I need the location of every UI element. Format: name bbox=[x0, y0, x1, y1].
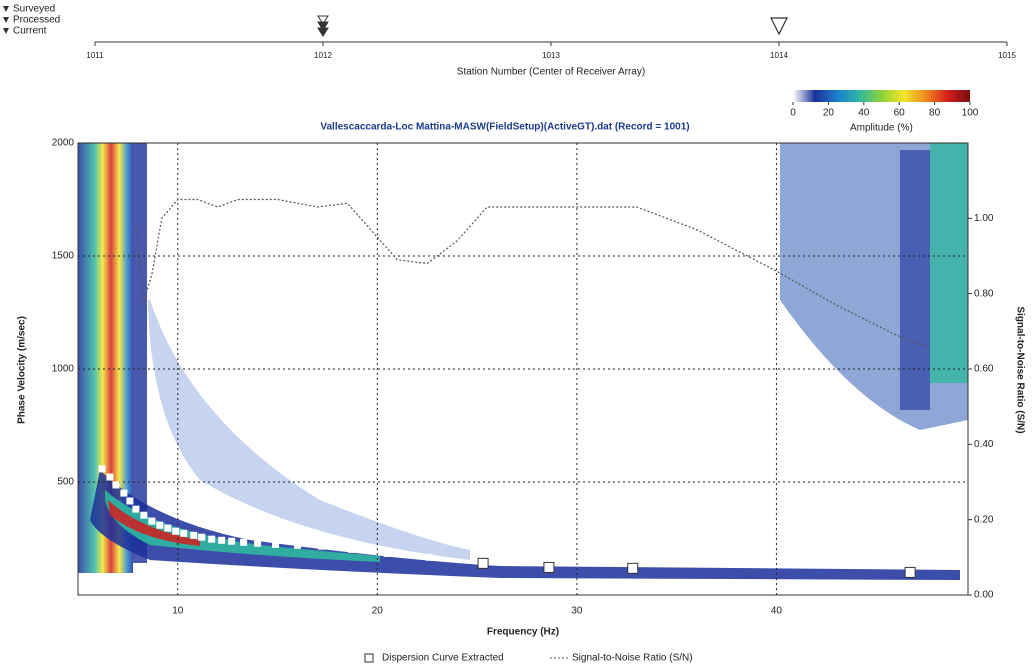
dispersion-point bbox=[254, 539, 262, 547]
dispersion-point bbox=[106, 473, 114, 481]
x-tick-label: 30 bbox=[571, 606, 583, 617]
legend-label: Dispersion Curve Extracted bbox=[382, 653, 504, 664]
dispersion-point bbox=[120, 489, 128, 497]
dispersion-image bbox=[78, 143, 968, 580]
y-tick-label: 1500 bbox=[52, 251, 75, 262]
y2-tick-label: 0.20 bbox=[974, 514, 994, 525]
dispersion-point bbox=[228, 537, 236, 545]
dispersion-point bbox=[347, 545, 355, 553]
x-axis-label: Station Number (Center of Receiver Array… bbox=[457, 67, 645, 78]
dispersion-point bbox=[543, 561, 555, 573]
y2-tick-label: 0.00 bbox=[974, 590, 994, 601]
station-marker bbox=[317, 27, 329, 37]
dispersion-point bbox=[190, 531, 198, 539]
colorbar-tick-label: 100 bbox=[962, 108, 979, 119]
colorbar-tick-label: 80 bbox=[929, 108, 941, 119]
x-tick-label: 10 bbox=[172, 606, 184, 617]
x-tick-label: 40 bbox=[771, 606, 783, 617]
dispersion-point bbox=[198, 533, 206, 541]
dispersion-point bbox=[425, 553, 433, 561]
y-tick-label: 2000 bbox=[52, 138, 75, 149]
dispersion-point bbox=[208, 535, 216, 543]
dispersion-point bbox=[294, 541, 302, 549]
legend-label: Signal-to-Noise Ratio (S/N) bbox=[572, 653, 693, 664]
dispersion-point bbox=[132, 505, 140, 513]
legend-marker bbox=[3, 28, 9, 34]
x-tick-label: 1012 bbox=[314, 51, 332, 60]
dispersion-point bbox=[627, 562, 639, 574]
legend-label: Current bbox=[13, 26, 47, 37]
x-tick-label: 1013 bbox=[542, 51, 560, 60]
x-axis-label: Frequency (Hz) bbox=[487, 627, 559, 638]
legend-marker bbox=[3, 6, 9, 12]
colorbar-tick-label: 60 bbox=[894, 108, 906, 119]
legend-label: Surveyed bbox=[13, 4, 55, 15]
y2-tick-label: 0.80 bbox=[974, 288, 994, 299]
dispersion-point bbox=[477, 557, 489, 569]
y2-axis-label: Signal-to-Noise Ratio (S/N) bbox=[1014, 306, 1025, 433]
legend-label: Processed bbox=[13, 15, 60, 26]
y2-tick-label: 1.00 bbox=[974, 213, 994, 224]
dispersion-point bbox=[240, 538, 248, 546]
dispersion-point bbox=[98, 465, 106, 473]
legend-marker bbox=[364, 653, 374, 663]
colorbar-tick-label: 0 bbox=[790, 108, 796, 119]
dispersion-point bbox=[164, 524, 172, 532]
colorbar-label: Amplitude (%) bbox=[850, 123, 913, 134]
dispersion-point bbox=[218, 536, 226, 544]
y-axis-label: Phase Velocity (m/sec) bbox=[17, 316, 28, 424]
dispersion-point bbox=[272, 540, 280, 548]
colorbar-tick-label: 40 bbox=[858, 108, 870, 119]
y-tick-label: 500 bbox=[57, 477, 74, 488]
dispersion-point bbox=[156, 521, 164, 529]
y-tick-label: 1000 bbox=[52, 364, 75, 375]
dispersion-point bbox=[112, 481, 120, 489]
station-marker bbox=[770, 17, 788, 36]
x-tick-label: 1015 bbox=[998, 51, 1016, 60]
chart-title: Vallescaccarda-Loc Mattina-MASW(FieldSet… bbox=[320, 122, 689, 133]
dispersion-point bbox=[180, 529, 188, 537]
station-marker bbox=[317, 21, 329, 31]
dispersion-point bbox=[904, 566, 916, 578]
y2-tick-label: 0.60 bbox=[974, 364, 994, 375]
snr-line bbox=[135, 198, 927, 347]
dispersion-point bbox=[317, 542, 325, 550]
x-tick-label: 20 bbox=[372, 606, 384, 617]
x-tick-label: 1014 bbox=[770, 51, 788, 60]
dispersion-point bbox=[126, 497, 134, 505]
station-marker bbox=[317, 15, 329, 25]
dispersion-point bbox=[172, 527, 180, 535]
legend-marker bbox=[3, 17, 9, 23]
colorbar bbox=[793, 90, 970, 102]
x-tick-label: 1011 bbox=[86, 51, 104, 60]
dispersion-point bbox=[140, 511, 148, 519]
y2-tick-label: 0.40 bbox=[974, 439, 994, 450]
dispersion-point bbox=[383, 549, 391, 557]
dispersion-point bbox=[148, 517, 156, 525]
colorbar-tick-label: 20 bbox=[823, 108, 835, 119]
